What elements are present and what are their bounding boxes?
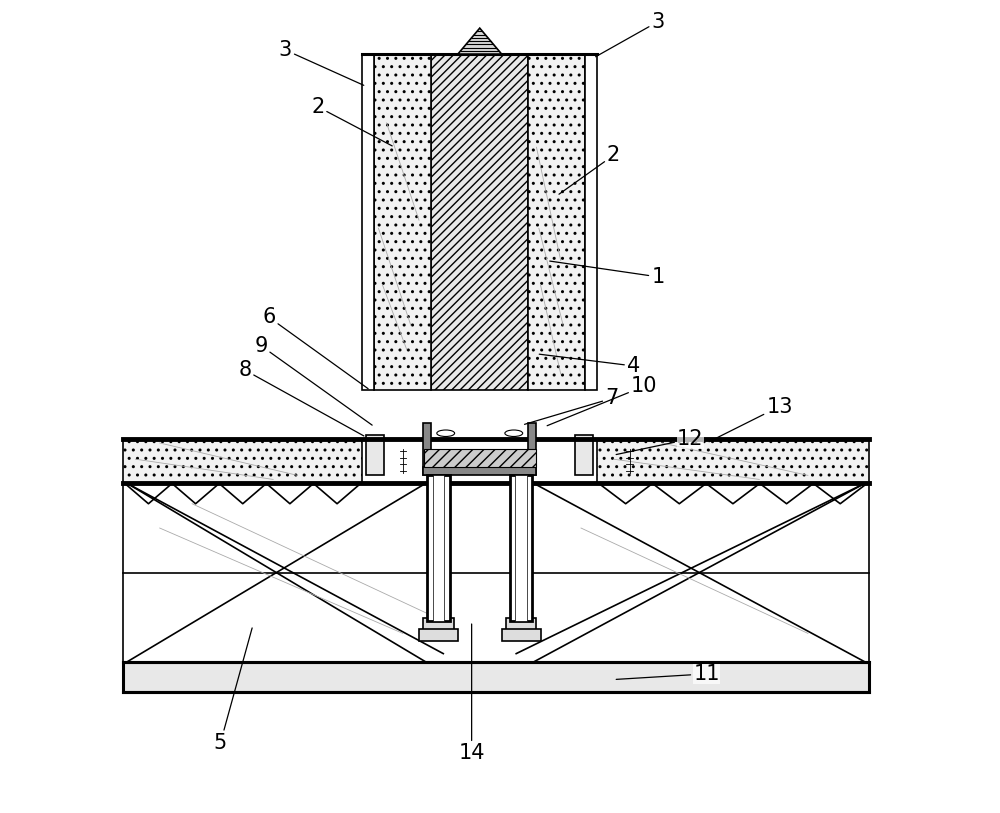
Text: 8: 8 xyxy=(238,360,364,436)
Text: 2: 2 xyxy=(311,97,392,146)
Text: 4: 4 xyxy=(539,354,640,376)
Text: 6: 6 xyxy=(262,307,368,389)
Text: 14: 14 xyxy=(458,624,485,763)
Text: 11: 11 xyxy=(616,664,720,684)
Text: 9: 9 xyxy=(254,336,372,425)
Polygon shape xyxy=(458,28,502,54)
Bar xyxy=(123,662,869,692)
Ellipse shape xyxy=(437,430,455,437)
Text: 5: 5 xyxy=(214,628,252,753)
Bar xyxy=(506,618,536,631)
Bar xyxy=(423,618,454,631)
Bar xyxy=(419,629,458,641)
Ellipse shape xyxy=(505,430,523,437)
Bar xyxy=(366,435,384,476)
Bar xyxy=(433,476,444,621)
Text: 10: 10 xyxy=(547,376,657,426)
Bar xyxy=(597,439,869,484)
Bar xyxy=(528,54,585,390)
Text: 2: 2 xyxy=(559,146,620,194)
Bar xyxy=(423,467,536,476)
Bar xyxy=(362,54,374,390)
Bar xyxy=(575,435,593,476)
Text: 13: 13 xyxy=(709,397,793,441)
Text: 1: 1 xyxy=(550,261,665,287)
Bar xyxy=(510,476,532,621)
Bar xyxy=(431,54,528,390)
Bar xyxy=(423,423,431,476)
Text: 7: 7 xyxy=(525,389,618,424)
Text: 12: 12 xyxy=(616,429,704,454)
Bar xyxy=(424,450,536,467)
Bar xyxy=(585,54,597,390)
Text: 3: 3 xyxy=(596,11,665,57)
Bar xyxy=(374,54,431,390)
Text: 3: 3 xyxy=(279,40,364,85)
Bar xyxy=(427,476,450,621)
Bar xyxy=(502,629,541,641)
Bar xyxy=(528,423,536,476)
Bar xyxy=(123,439,362,484)
Bar xyxy=(515,476,527,621)
